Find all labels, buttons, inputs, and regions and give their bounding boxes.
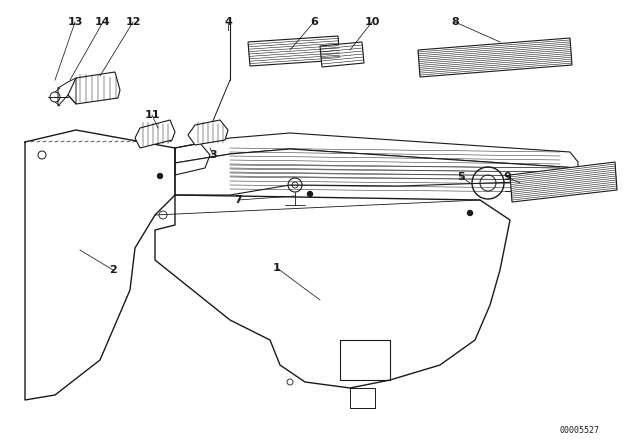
Text: 6: 6 bbox=[310, 17, 318, 27]
Text: 10: 10 bbox=[364, 17, 380, 27]
Circle shape bbox=[157, 173, 163, 178]
Text: 4: 4 bbox=[224, 17, 232, 27]
Polygon shape bbox=[175, 149, 578, 195]
Polygon shape bbox=[68, 72, 120, 104]
Polygon shape bbox=[135, 120, 175, 148]
Text: 12: 12 bbox=[125, 17, 141, 27]
Text: 5: 5 bbox=[457, 172, 465, 182]
Text: 11: 11 bbox=[144, 110, 160, 120]
Text: 13: 13 bbox=[67, 17, 83, 27]
Text: 9: 9 bbox=[503, 172, 511, 182]
Polygon shape bbox=[418, 38, 572, 77]
Circle shape bbox=[467, 211, 472, 215]
Polygon shape bbox=[510, 162, 617, 202]
Text: 2: 2 bbox=[109, 265, 117, 275]
Text: 14: 14 bbox=[95, 17, 111, 27]
Circle shape bbox=[307, 191, 312, 197]
Text: 8: 8 bbox=[451, 17, 459, 27]
Text: 7: 7 bbox=[234, 195, 242, 205]
Text: 3: 3 bbox=[209, 150, 217, 160]
Polygon shape bbox=[248, 36, 340, 66]
Polygon shape bbox=[175, 133, 578, 168]
Text: 1: 1 bbox=[273, 263, 281, 273]
Text: 00005527: 00005527 bbox=[560, 426, 600, 435]
Polygon shape bbox=[320, 42, 364, 67]
Polygon shape bbox=[188, 120, 228, 145]
